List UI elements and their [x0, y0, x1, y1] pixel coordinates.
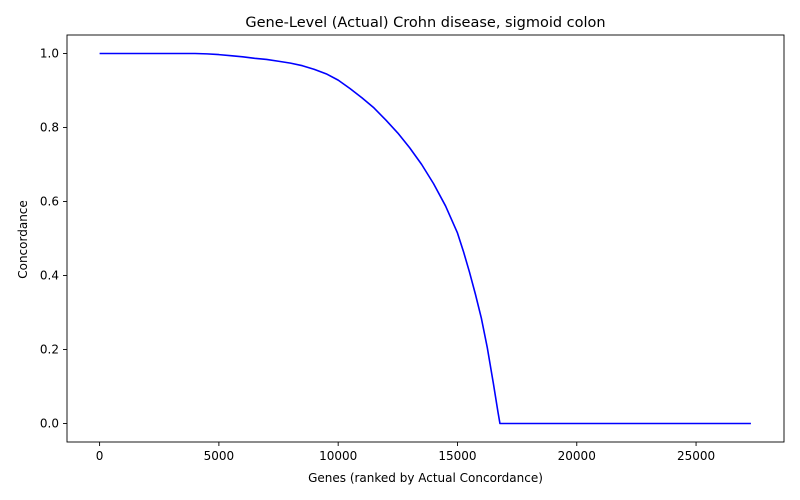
y-axis-label: Concordance: [16, 200, 30, 279]
x-tick-label: 25000: [677, 449, 715, 463]
x-tick-label: 10000: [319, 449, 357, 463]
x-tick-label: 0: [96, 449, 104, 463]
chart-title: Gene-Level (Actual) Crohn disease, sigmo…: [245, 15, 605, 31]
x-tick-label: 15000: [438, 449, 476, 463]
y-tick-label: 0.6: [40, 195, 59, 209]
plot-area: 0 5000 10000 15000 20000 25000 0.0 0.2 0.4 0.6 0.8…: [40, 34, 785, 463]
y-tick-label: 0.4: [40, 269, 59, 283]
y-tick-label: 0.0: [40, 417, 59, 431]
axes-frame: [66, 34, 785, 443]
x-axis-label: Genes (ranked by Actual Concordance): [308, 471, 543, 485]
x-tick-label: 20000: [558, 449, 596, 463]
y-tick-label: 1.0: [40, 47, 59, 61]
y-tick-label: 0.8: [40, 121, 59, 135]
y-tick-label: 0.2: [40, 343, 59, 357]
x-tick-label: 5000: [204, 449, 235, 463]
series-line-0: [99, 52, 751, 425]
